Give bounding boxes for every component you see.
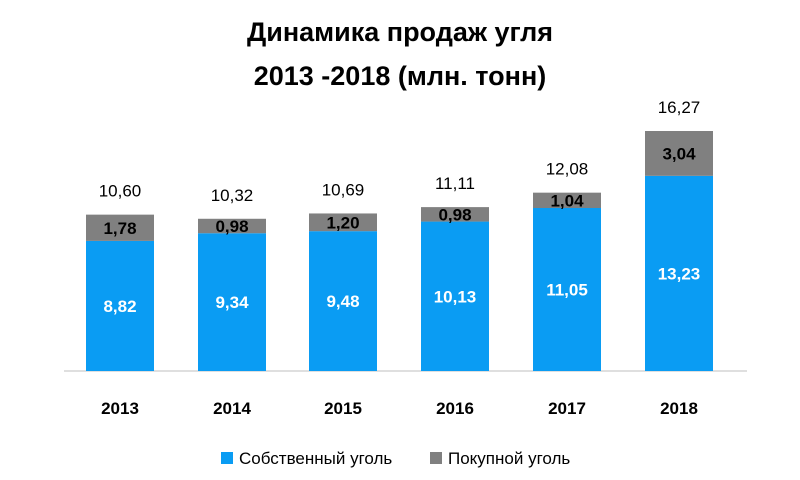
data-label-own-2018: 13,23 bbox=[658, 264, 701, 283]
data-label-purchased-2018: 3,04 bbox=[662, 144, 696, 163]
chart-title-line-1: Динамика продаж угля bbox=[247, 17, 553, 47]
data-label-own-2014: 9,34 bbox=[215, 293, 249, 312]
total-label-2013: 10,60 bbox=[99, 182, 142, 201]
x-tick-label-2014: 2014 bbox=[213, 399, 251, 418]
data-label-own-2013: 8,82 bbox=[103, 297, 136, 316]
bar-segment-own-2013 bbox=[86, 240, 154, 371]
x-tick-label-2017: 2017 bbox=[548, 399, 586, 418]
data-label-purchased-2016: 0,98 bbox=[438, 205, 471, 224]
bar-segment-own-2014 bbox=[198, 233, 266, 371]
chart-title-line-2: 2013 -2018 (млн. тонн) bbox=[253, 61, 547, 91]
legend-label-purchased: Покупной уголь bbox=[448, 449, 570, 468]
data-label-purchased-2013: 1,78 bbox=[103, 219, 136, 238]
data-label-purchased-2017: 1,04 bbox=[550, 191, 584, 210]
bar-segment-own-2018 bbox=[645, 175, 713, 371]
bar-segment-purchased-2013 bbox=[86, 214, 154, 241]
total-label-2017: 12,08 bbox=[546, 160, 589, 179]
total-label-2016: 11,11 bbox=[435, 174, 475, 193]
legend-label-own: Собственный уголь bbox=[239, 449, 392, 468]
bar-segment-own-2016 bbox=[421, 221, 489, 371]
bar-segment-purchased-2014 bbox=[198, 218, 266, 234]
bar-segment-purchased-2018 bbox=[645, 131, 713, 176]
legend-swatch-own bbox=[221, 452, 233, 464]
data-label-own-2015: 9,48 bbox=[326, 292, 359, 311]
data-label-purchased-2014: 0,98 bbox=[215, 217, 248, 236]
bar-segment-purchased-2015 bbox=[309, 213, 377, 232]
total-label-2018: 16,27 bbox=[658, 98, 701, 117]
total-label-2015: 10,69 bbox=[322, 180, 365, 199]
bar-segment-own-2015 bbox=[309, 231, 377, 371]
data-label-own-2017: 11,05 bbox=[546, 281, 588, 300]
legend-swatch-purchased bbox=[430, 452, 442, 464]
bar-segment-purchased-2017 bbox=[533, 192, 601, 209]
data-label-purchased-2015: 1,20 bbox=[326, 213, 359, 232]
data-label-own-2016: 10,13 bbox=[434, 287, 477, 306]
x-tick-label-2015: 2015 bbox=[324, 399, 362, 418]
x-tick-label-2013: 2013 bbox=[101, 399, 139, 418]
total-label-2014: 10,32 bbox=[211, 186, 254, 205]
bar-segment-own-2017 bbox=[533, 208, 601, 371]
bar-segment-purchased-2016 bbox=[421, 207, 489, 222]
x-tick-label-2016: 2016 bbox=[436, 399, 474, 418]
x-tick-label-2018: 2018 bbox=[660, 399, 698, 418]
